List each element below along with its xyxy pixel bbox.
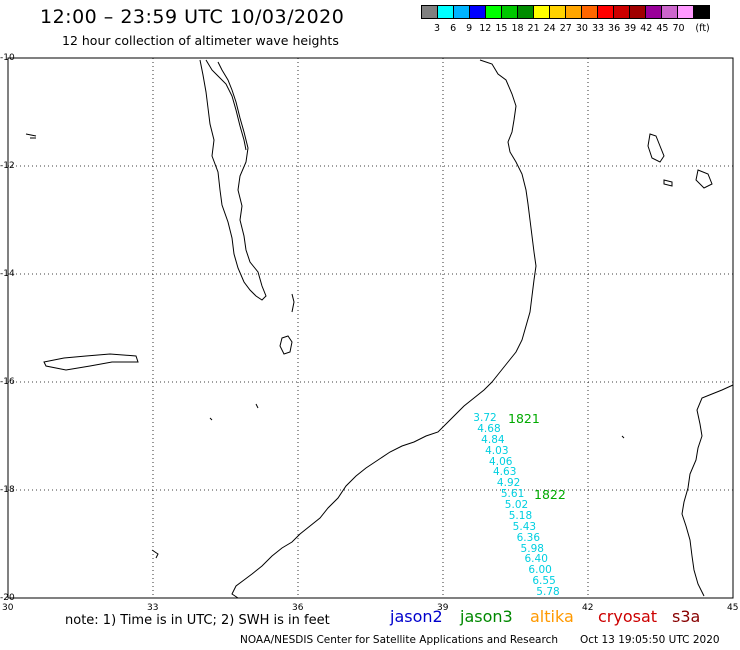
wave-height-value: 4.68 (477, 422, 501, 435)
comoros-island-2 (695, 169, 713, 189)
longitude-label: 36 (292, 603, 304, 613)
longitude-label: 33 (147, 603, 159, 613)
latitude-label: -20 (0, 593, 15, 603)
wave-height-value: 5.02 (504, 499, 529, 511)
scale-label: 42 (640, 23, 653, 34)
lake-chilwa (279, 335, 293, 355)
map-title: 12:00 – 23:59 UTC 10/03/2020 (40, 6, 345, 28)
latitude-label: -18 (0, 485, 15, 495)
legend-item-jason3: jason3 (460, 607, 513, 626)
wave-height-value: 5.98 (520, 542, 544, 555)
wave-height-value: 5.61 (500, 488, 525, 501)
wave-height-value: 4.84 (481, 433, 505, 446)
scale-label: 45 (656, 23, 669, 34)
legend-item-cryosat: cryosat (598, 607, 658, 626)
longitude-label: 45 (727, 603, 739, 613)
scale-label: 3 (433, 23, 441, 34)
island-dot-3 (621, 435, 625, 439)
scale-swatch (693, 5, 710, 19)
scale-label: 6 (450, 23, 457, 34)
scale-label: 27 (559, 23, 572, 34)
lake-inner-coast (205, 59, 247, 151)
footer-timestamp: Oct 13 19:05:50 UTC 2020 (580, 634, 720, 646)
scale-label: 39 (624, 23, 637, 34)
scale-label: 33 (591, 23, 605, 34)
color-scale-swatches (421, 5, 710, 19)
wave-height-value: 3.72 (473, 412, 497, 424)
wave-height-value: 4.63 (492, 466, 517, 479)
island-dot (255, 403, 259, 409)
wave-height-value: 5.78 (536, 586, 560, 598)
island-dot-2 (209, 417, 213, 421)
wave-height-value: 6.00 (528, 564, 552, 577)
legend-item-altika: altika (530, 607, 574, 626)
lake-outline (199, 59, 267, 301)
longitude-label: 30 (2, 603, 14, 613)
scale-label: (ft) (695, 23, 710, 34)
color-scale-labels: 3 6 9 12 15 18 21 24 27 30 33 36 39 42 45 70 (ft) (421, 23, 740, 35)
coastlines (25, 59, 734, 599)
wave-height-value: 4.92 (496, 477, 521, 490)
wave-height-value: 4.03 (485, 444, 509, 457)
wave-height-value: 6.55 (532, 575, 556, 588)
track-time-label: 1822 (534, 487, 566, 502)
mozambique-coast (231, 59, 537, 599)
latitude-label: -16 (0, 377, 15, 387)
scale-label: 36 (608, 23, 621, 34)
scale-label: 9 (466, 23, 473, 34)
longitude-label: 39 (437, 603, 449, 613)
footer-note: note: 1) Time is in UTC; 2) SWH is in fe… (65, 613, 330, 628)
lake-kariba-fragment (25, 133, 37, 139)
latitude-label: -14 (0, 269, 15, 279)
river-fragment (291, 293, 295, 313)
scale-label: 12 (479, 23, 492, 34)
comoros-island (647, 133, 665, 163)
scale-label: 24 (543, 23, 556, 34)
scale-label: 70 (672, 23, 685, 34)
madagascar-coast (681, 384, 734, 597)
scale-label: 21 (527, 23, 540, 34)
river-fragment-2 (151, 549, 159, 559)
latitude-label: -12 (0, 161, 15, 171)
scale-label: 30 (575, 23, 588, 34)
longitude-label: 42 (582, 603, 594, 613)
wave-height-value: 6.40 (524, 553, 548, 566)
wave-height-value: 5.43 (512, 520, 537, 533)
comoros-island-3 (663, 179, 673, 187)
wave-height-value: 5.18 (508, 509, 533, 522)
legend-item-jason2: jason2 (390, 607, 443, 626)
lake-bangweulu (43, 353, 139, 371)
graticule (8, 58, 733, 598)
legend-item-s3a: s3a (672, 607, 701, 626)
wave-height-value: 6.36 (516, 531, 541, 544)
wave-height-value: 4.06 (489, 455, 513, 468)
map-subtitle: 12 hour collection of altimeter wave hei… (62, 33, 339, 48)
footer-credit: NOAA/NESDIS Center for Satellite Applica… (240, 634, 558, 646)
scale-label: 15 (495, 23, 508, 34)
track-time-label: 1821 (508, 411, 540, 426)
map-frame (7, 57, 734, 599)
color-scale: 3 6 9 12 15 18 21 24 27 30 33 36 39 42 45 70 (ft) (421, 5, 710, 34)
scale-label: 18 (511, 23, 524, 34)
latitude-label: -10 (0, 53, 15, 63)
